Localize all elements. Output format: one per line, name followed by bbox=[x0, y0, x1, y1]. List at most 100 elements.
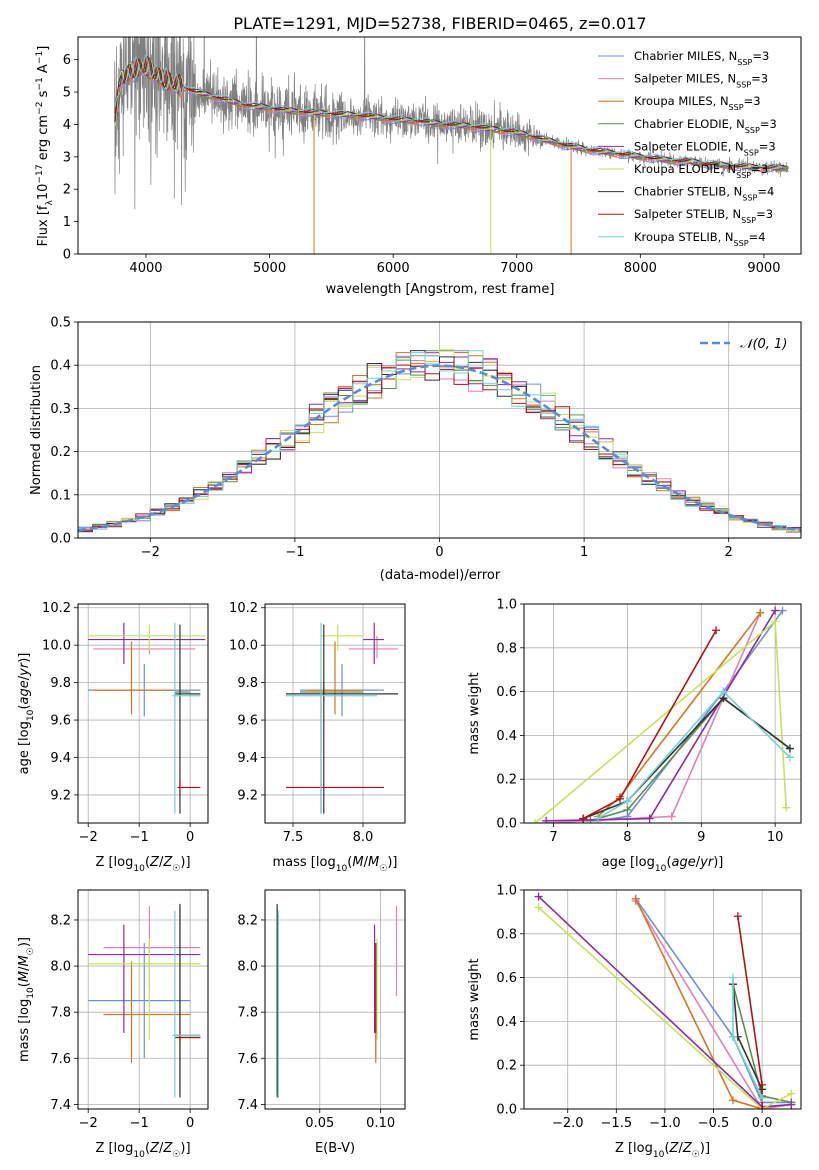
mass-weight-point bbox=[728, 1096, 737, 1105]
label-segment: M bbox=[17, 955, 32, 966]
label-segment: / bbox=[696, 855, 701, 870]
label-segment: / bbox=[159, 1141, 164, 1156]
model-spectrum-line bbox=[114, 60, 789, 173]
label-segment: / bbox=[678, 1141, 683, 1156]
label-segment: ☉ bbox=[379, 864, 387, 874]
label-segment: 10 bbox=[653, 1150, 665, 1160]
label-segment: mass [log bbox=[17, 999, 32, 1062]
label-segment: 10 bbox=[26, 987, 36, 999]
x-tick-label: 8 bbox=[623, 830, 631, 845]
label-segment: ☉ bbox=[26, 947, 36, 955]
label-segment: =4 bbox=[749, 230, 766, 244]
label-segment: =3 bbox=[756, 207, 773, 221]
label-segment: SSP bbox=[736, 80, 751, 89]
y-tick-label: 0.4 bbox=[496, 729, 517, 744]
mass-weight-point bbox=[593, 814, 602, 823]
label-segment: age bbox=[17, 680, 32, 704]
mass-weight-point bbox=[771, 617, 780, 626]
label-segment: Z bbox=[162, 1141, 173, 1156]
x-tick-label: 7 bbox=[549, 830, 557, 845]
y-tick-label: 0.0 bbox=[496, 1103, 517, 1118]
label-segment: =3 bbox=[751, 162, 768, 176]
label-segment: )] bbox=[17, 937, 32, 947]
label-segment: SSP bbox=[744, 148, 759, 157]
label-segment: s bbox=[36, 90, 51, 101]
mass-weight-line bbox=[538, 906, 792, 1109]
y-tick-label: 10.2 bbox=[229, 601, 258, 616]
label-segment: Chabrier MILES, N bbox=[634, 49, 737, 63]
x-axis-label: (data-model)/error bbox=[380, 568, 501, 583]
label-segment: Salpeter ELODIE, N bbox=[634, 139, 744, 153]
label-segment: Flux [f bbox=[36, 205, 51, 246]
label-segment: 10 bbox=[36, 184, 51, 201]
x-tick-label: −1 bbox=[130, 1116, 149, 1131]
legend-label: Kroupa MILES, NSSP=3 bbox=[634, 94, 761, 112]
model-spectrum-line bbox=[114, 55, 789, 169]
axes-frame bbox=[77, 889, 209, 1110]
y-tick-label: 1.0 bbox=[496, 884, 517, 899]
label-segment: age bbox=[672, 855, 696, 870]
x-tick-label: −2 bbox=[79, 830, 98, 845]
plot-area bbox=[534, 892, 796, 1109]
panel-massweight-vs-Z: −2.0 −1.5 −1.0 −0.5 0.0 0.0 0.2 0.4 0.6 0.8 1.0 Z [… bbox=[467, 884, 802, 1160]
y-tick-label: 10.2 bbox=[42, 601, 71, 616]
label-segment: M bbox=[368, 855, 379, 870]
y-tick-label: 0.2 bbox=[50, 445, 71, 460]
label-segment: / bbox=[364, 855, 369, 870]
x-axis-label: Z [log10(Z/Z☉)] bbox=[615, 1141, 710, 1160]
y-tick-label: 8.0 bbox=[50, 960, 71, 975]
y-tick-label: 0.5 bbox=[50, 316, 71, 331]
mass-weight-point bbox=[623, 797, 632, 806]
y-tick-label: 7.8 bbox=[50, 1006, 71, 1021]
x-axis-label: Z [log10(Z/Z☉)] bbox=[95, 1141, 190, 1160]
y-tick-label: 0.0 bbox=[50, 532, 71, 547]
label-segment: M bbox=[352, 855, 363, 870]
y-tick-label: 8.2 bbox=[237, 913, 258, 928]
label-segment: yr bbox=[699, 855, 715, 870]
y-tick-label: 9.8 bbox=[237, 676, 258, 691]
label-segment: Z [log bbox=[95, 1141, 133, 1156]
legend-label: Chabrier STELIB, NSSP=4 bbox=[634, 185, 774, 203]
mass-weight-line bbox=[597, 690, 791, 820]
mass-weight-point bbox=[771, 606, 780, 615]
y-tick-label: 7.8 bbox=[237, 1006, 258, 1021]
label-segment: mass [log bbox=[273, 855, 336, 870]
y-tick-label: 9.6 bbox=[50, 714, 71, 729]
label-segment: Z bbox=[149, 855, 160, 870]
label-segment: Kroupa ELODIE, N bbox=[634, 162, 736, 176]
label-segment: M bbox=[17, 971, 32, 982]
y-tick-label: 9.4 bbox=[50, 751, 71, 766]
y-tick-label: 9.2 bbox=[237, 788, 258, 803]
axes-frame bbox=[523, 889, 802, 1110]
label-segment: 10 bbox=[26, 709, 36, 721]
y-tick-label: 3 bbox=[63, 150, 71, 165]
y-axis-label: Normed distribution bbox=[29, 365, 44, 495]
mass-weight-point bbox=[531, 819, 540, 823]
y-tick-label: 7.6 bbox=[50, 1052, 71, 1067]
x-tick-label: −1 bbox=[130, 830, 149, 845]
label-segment: SSP bbox=[737, 58, 752, 67]
mass-weight-point bbox=[534, 892, 543, 901]
residual-histogram bbox=[78, 349, 801, 532]
panel-spectrum: 4000 5000 6000 7000 8000 9000 0 1 2 3 4 5 6 Chabrier … bbox=[35, 36, 802, 297]
panel-residuals: −2 −1 0 1 2 0.0 0.1 0.2 0.3 0.4 0.5 𝒩(0, 1) (data-mo… bbox=[29, 316, 802, 583]
mass-weight-point bbox=[785, 744, 794, 753]
x-tick-label: 2 bbox=[725, 545, 733, 560]
label-segment: =4 bbox=[757, 185, 774, 199]
label-segment: )] bbox=[180, 1141, 190, 1156]
y-axis-label: age [log10(age/yr)] bbox=[17, 653, 36, 775]
label-segment: ] bbox=[36, 46, 51, 51]
y-tick-label: 5 bbox=[63, 86, 71, 101]
mass-weight-point bbox=[787, 1100, 796, 1109]
legend-label: Salpeter STELIB, NSSP=3 bbox=[634, 207, 773, 225]
mass-weight-point bbox=[728, 973, 737, 982]
x-tick-label: −2 bbox=[141, 545, 160, 560]
y-tick-label: 10.0 bbox=[42, 639, 71, 654]
label-segment: / bbox=[17, 675, 32, 680]
grid-lines bbox=[78, 890, 208, 1109]
grid-lines bbox=[265, 890, 405, 1109]
label-segment: SSP bbox=[742, 193, 757, 202]
figure-title: PLATE=1291, MJD=52738, FIBERID=0465, z=0… bbox=[233, 14, 646, 33]
label-segment: age [log bbox=[602, 855, 655, 870]
